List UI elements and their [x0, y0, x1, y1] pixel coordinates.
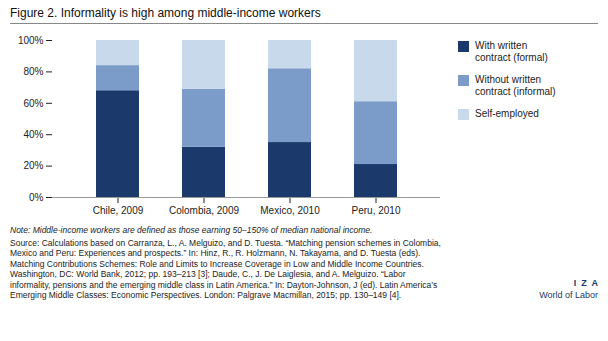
- html-text:Figure 2. Informality is high: Figure 2. Informality is high among midd…: [10, 6, 321, 20]
- html-text:Self-employed: Self-employed: [475, 108, 539, 119]
- svg-text:Chile, 2009: Chile, 2009: [93, 205, 144, 216]
- svg-text:80%: 80%: [23, 66, 43, 77]
- html-text:Washington, DC: World Bank, 20: Washington, DC: World Bank, 2012; pp. 19…: [10, 269, 406, 279]
- svg-text:20%: 20%: [23, 160, 43, 171]
- html-text:Note: Middle-income workers ar: Note: Middle-income workers are defined …: [10, 225, 373, 235]
- html-text:World of Labor: World of Labor: [539, 289, 598, 300]
- svg-text:Peru, 2010: Peru, 2010: [352, 205, 401, 216]
- html-text:Matching Contributions Schemes: Matching Contributions Schemes: Role and…: [10, 258, 424, 269]
- svg-text:0%: 0%: [29, 192, 44, 203]
- html-text:Without written contract (info: Without written contract (informal): [475, 74, 556, 97]
- html-text:Emerging Middle Classes: Econo: Emerging Middle Classes: Economic Perspe…: [10, 290, 402, 300]
- svg-text:Mexico, 2010: Mexico, 2010: [260, 205, 320, 216]
- html-text:informality, pensions and the: informality, pensions and the emerging m…: [10, 279, 438, 290]
- svg-text:40%: 40%: [23, 129, 43, 140]
- svg-text:60%: 60%: [23, 98, 43, 109]
- html-text:I Z A: I Z A: [573, 277, 598, 288]
- svg-text:Colombia, 2009: Colombia, 2009: [169, 205, 239, 216]
- html-text:Source: Calculations based on: Source: Calculations based on Carranza, …: [10, 237, 441, 248]
- svg-text:100%: 100%: [18, 35, 44, 46]
- html-text:Mexico and Peru: Experiences a: Mexico and Peru: Experiences and prospec…: [10, 248, 421, 258]
- html-text:With written contract (formal): With written contract (formal): [475, 40, 548, 63]
